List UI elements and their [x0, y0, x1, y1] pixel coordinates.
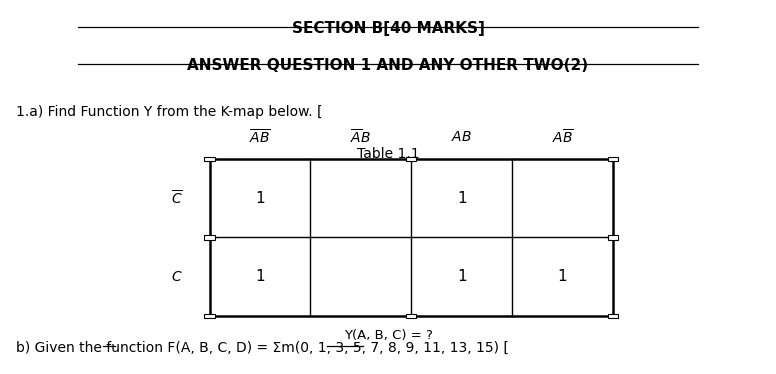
Text: $C$: $C$ — [171, 270, 183, 284]
Text: 1: 1 — [457, 191, 466, 206]
Text: 1.a) Find Function Y from the K-map below. [: 1.a) Find Function Y from the K-map belo… — [16, 105, 322, 119]
Text: SECTION B[40 MARKS]: SECTION B[40 MARKS] — [292, 21, 484, 36]
Text: 1: 1 — [457, 269, 466, 284]
Text: Table 1.1: Table 1.1 — [357, 147, 419, 160]
Text: $\overline{A}\overline{B}$: $\overline{A}\overline{B}$ — [249, 128, 271, 146]
Text: $AB$: $AB$ — [452, 130, 472, 144]
Text: $A\overline{B}$: $A\overline{B}$ — [552, 128, 573, 146]
Text: 1: 1 — [255, 269, 265, 284]
Text: 1: 1 — [255, 191, 265, 206]
Text: 1: 1 — [558, 269, 567, 284]
Text: $\overline{A}B$: $\overline{A}B$ — [351, 128, 371, 146]
Text: $\overline{C}$: $\overline{C}$ — [171, 189, 183, 207]
Text: ANSWER QUESTION 1 AND ANY OTHER TWO(2): ANSWER QUESTION 1 AND ANY OTHER TWO(2) — [188, 58, 588, 73]
Text: b) Given the function F(A, B, C, D) = Σm(0, 1, 3, 5, 7, 8, 9, 11, 13, 15) [: b) Given the function F(A, B, C, D) = Σm… — [16, 341, 508, 355]
Text: Y(A, B, C) = ?: Y(A, B, C) = ? — [344, 329, 432, 342]
